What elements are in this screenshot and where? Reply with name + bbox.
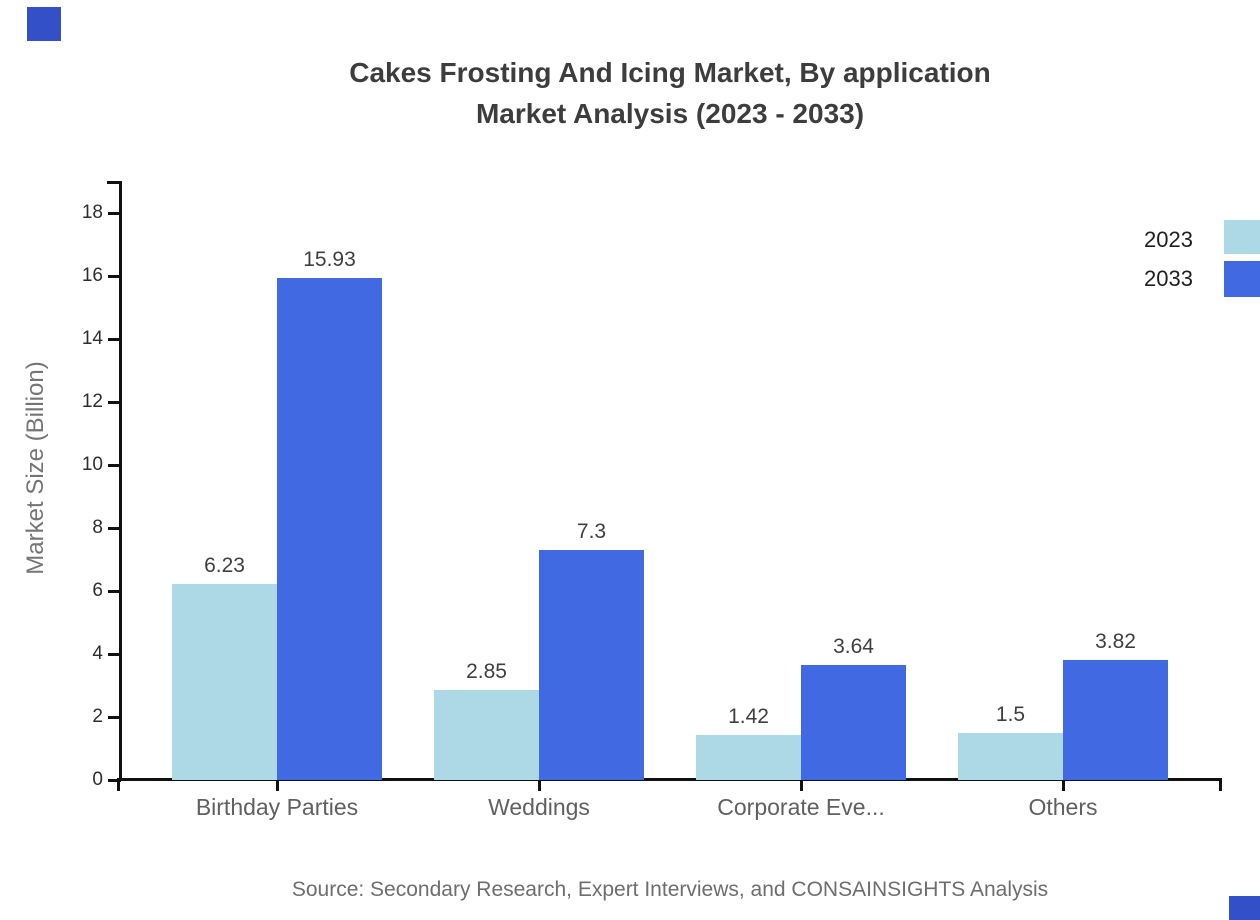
- x-axis-left-cap: [117, 781, 120, 791]
- y-tick-mark: [108, 212, 121, 215]
- x-tick-mark: [538, 781, 541, 791]
- bar-value-label: 3.82: [1095, 630, 1136, 653]
- legend-label-2033: 2033: [1144, 266, 1193, 291]
- y-tick-label: 4: [92, 643, 103, 664]
- bar-2033-1: [539, 550, 644, 780]
- y-tick-mark: [108, 653, 121, 656]
- brand-mark-bottom-right: [1229, 896, 1260, 920]
- y-tick-mark: [108, 464, 121, 467]
- x-tick-mark: [1062, 781, 1065, 791]
- y-tick-mark: [108, 527, 121, 530]
- chart-title-line1: Cakes Frosting And Icing Market, By appl…: [349, 57, 991, 88]
- y-tick-mark: [108, 338, 121, 341]
- x-category-label: Weddings: [488, 794, 590, 820]
- bar-2023-0: [172, 584, 277, 780]
- bar-2033-2: [801, 665, 906, 780]
- x-category-label: Others: [1028, 794, 1098, 820]
- bar-value-label: 2.85: [466, 660, 507, 683]
- y-tick-label: 8: [92, 517, 103, 538]
- chart-title-line2: Market Analysis (2023 - 2033): [475, 98, 865, 129]
- y-tick-mark: [108, 716, 121, 719]
- bar-2023-1: [434, 690, 539, 780]
- bar-2033-0: [277, 278, 382, 780]
- y-tick-label: 0: [92, 769, 103, 790]
- legend-label-2023: 2023: [1144, 227, 1193, 252]
- y-tick-mark: [108, 779, 121, 782]
- y-tick-label: 18: [81, 202, 103, 223]
- y-tick-label: 12: [81, 391, 103, 412]
- y-axis-line: [119, 181, 122, 781]
- y-axis-top-cap: [107, 181, 122, 184]
- source-note: Source: Secondary Research, Expert Inter…: [291, 878, 1049, 901]
- bar-value-label: 1.42: [728, 705, 769, 728]
- y-tick-label: 10: [81, 454, 103, 475]
- bar-2023-3: [958, 733, 1063, 780]
- y-tick-mark: [108, 401, 121, 404]
- bar-value-label: 1.5: [995, 703, 1026, 726]
- bar-value-label: 3.64: [833, 635, 874, 658]
- y-tick-mark: [108, 590, 121, 593]
- y-tick-label: 14: [81, 328, 103, 349]
- x-tick-mark: [276, 781, 279, 791]
- chart-title: Cakes Frosting And Icing Market, By appl…: [80, 52, 1260, 134]
- bar-2033-3: [1063, 660, 1168, 780]
- x-category-label: Birthday Parties: [195, 794, 359, 820]
- y-tick-label: 6: [92, 580, 103, 601]
- brand-mark-top-left: [27, 7, 61, 41]
- bar-value-label: 6.23: [204, 554, 245, 577]
- bar-value-label: 7.3: [576, 520, 607, 543]
- x-tick-mark: [800, 781, 803, 791]
- bar-value-label: 15.93: [303, 248, 356, 271]
- x-category-label: Corporate Eve...: [717, 794, 885, 820]
- y-tick-mark: [108, 275, 121, 278]
- y-tick-label: 16: [81, 265, 103, 286]
- x-axis-line: [117, 778, 1222, 781]
- y-tick-label: 2: [92, 706, 103, 727]
- x-axis-right-cap: [1219, 781, 1222, 791]
- legend-swatch-2023: [1224, 220, 1260, 254]
- bar-2023-2: [696, 735, 801, 780]
- legend-swatch-2033: [1224, 261, 1260, 297]
